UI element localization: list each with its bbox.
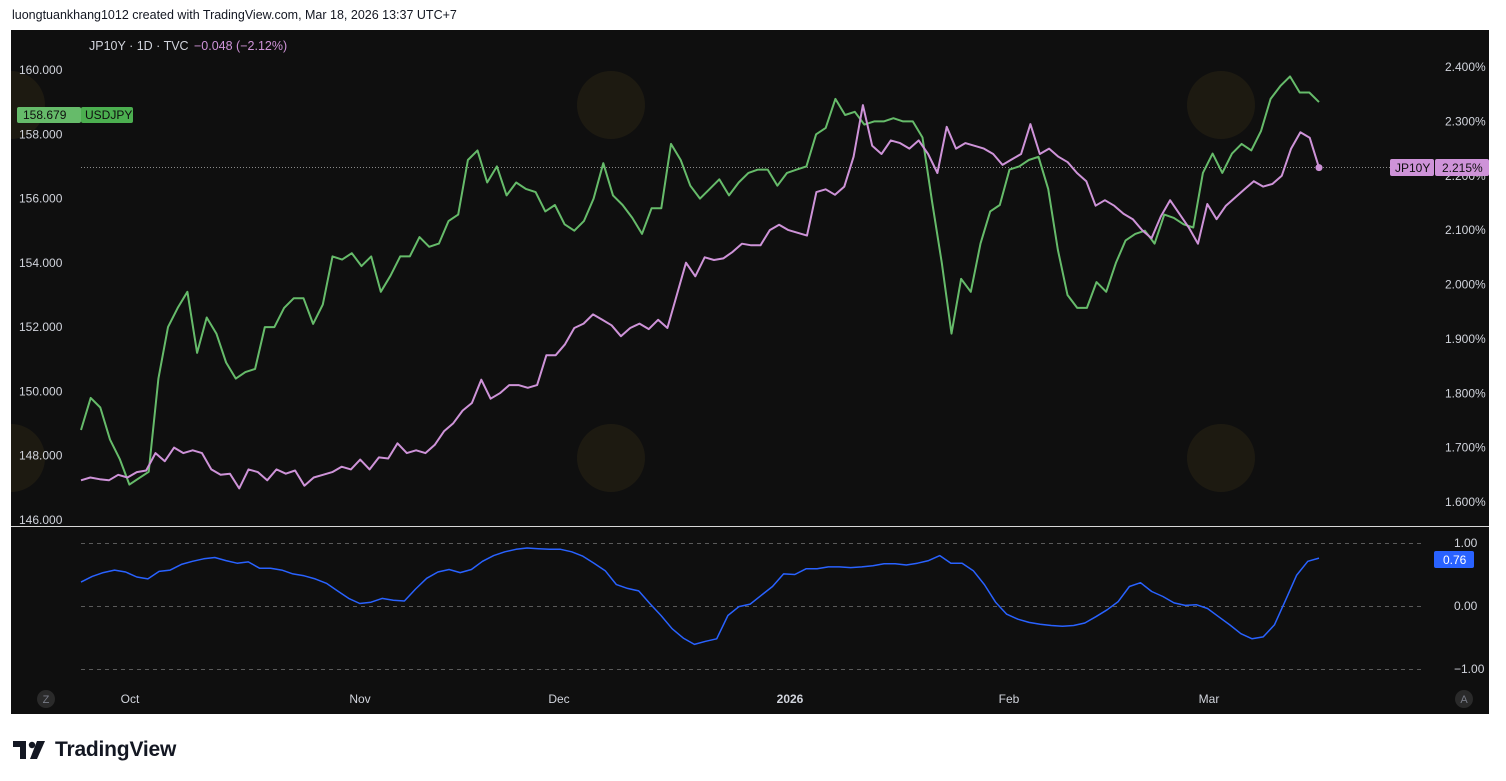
right-axis-tick: 2.400% [1445,60,1486,74]
time-axis-tick: Feb [999,692,1020,706]
correlation-axis-tick: −1.00 [1454,662,1485,676]
auto-scale-right-button[interactable]: A [1455,690,1473,708]
left-axis-tick: 150.000 [19,384,63,398]
left-axis-tick: 146.000 [19,513,63,527]
correlation-series-line[interactable] [80,547,1320,646]
jp10y-badge-label-bg [1390,159,1434,176]
usdjpy-series-line[interactable] [80,75,1320,486]
time-axis-tick: Mar [1199,692,1220,706]
watermark-logo [577,71,645,139]
jp10y-last-point [1315,164,1323,172]
right-axis-tick: 2.100% [1445,223,1486,237]
usdjpy-badge-label: USDJPY [85,108,132,122]
usdjpy-badge-label-bg [81,107,133,123]
time-axis-tick: 2026 [777,692,804,706]
right-axis-tick: 1.600% [1445,495,1486,509]
legend-change-value: −0.048 (−2.12%) [194,39,287,53]
left-axis-tick: 152.000 [19,320,63,334]
right-axis-tick: 2.000% [1445,278,1486,292]
jp10y-badge-label: JP10Y [1395,161,1430,175]
correlation-badge-value: 0.76 [1443,553,1467,567]
time-axis-tick: Oct [121,692,140,706]
jp10y-series-line[interactable] [80,104,1320,490]
right-axis-tick: 1.800% [1445,386,1486,400]
correlation-axis[interactable]: 1.00 0.00 −1.00 [1454,536,1485,676]
legend-symbol-line[interactable]: JP10Y · 1D · TVC [89,39,189,53]
watermark-logo [1187,424,1255,492]
chart-canvas[interactable]: 160.000 158.000 156.000 154.000 152.000 150.0… [11,30,1489,714]
right-axis-tick: 1.700% [1445,441,1486,455]
time-axis-tick: Nov [349,692,370,706]
watermark-logo [11,424,45,492]
chart-frame[interactable]: 160.000 158.000 156.000 154.000 152.000 150.0… [11,30,1489,714]
correlation-axis-tick: 0.00 [1454,599,1478,613]
left-axis-tick: 160.000 [19,63,63,77]
left-axis-tick: 154.000 [19,256,63,270]
usdjpy-price-badge: 158.679 USDJPY [17,107,133,123]
scale-button-label: A [1460,694,1468,706]
usdjpy-badge-value: 158.679 [23,108,67,122]
right-axis-tick: 2.300% [1445,114,1486,128]
chart-credit-line: luongtuankhang1012 created with TradingV… [12,8,457,22]
correlation-badge-bg [1434,551,1474,568]
correlation-value-badge: 0.76 [1434,551,1474,568]
time-axis[interactable]: Oct Nov Dec 2026 Feb Mar [121,692,1220,706]
watermark-logo [1187,71,1255,139]
left-price-axis[interactable]: 160.000 158.000 156.000 154.000 152.000 150.0… [19,63,63,527]
jp10y-price-badge: JP10Y 2.215% [1390,159,1489,176]
scale-button-circle[interactable] [1455,690,1473,708]
series-layer [80,75,1323,646]
jp10y-badge-value: 2.215% [1442,161,1483,175]
right-yield-axis[interactable]: 2.400%2.300%2.200%2.100%2.000%1.900%1.80… [1445,60,1486,509]
time-axis-tick: Dec [548,692,569,706]
correlation-axis-tick: 1.00 [1454,536,1478,550]
jp10y-badge-value-bg [1435,159,1489,176]
left-axis-tick: 156.000 [19,192,63,206]
usdjpy-badge-bg [17,107,81,123]
tradingview-logo-icon [13,741,45,759]
right-axis-tick: 1.900% [1445,332,1486,346]
scale-button-label: Z [43,694,50,706]
watermark-logo [577,424,645,492]
tradingview-logo-text: TradingView [55,738,177,761]
left-axis-tick: 148.000 [19,449,63,463]
scale-button-circle[interactable] [37,690,55,708]
auto-scale-left-button[interactable]: Z [37,690,55,708]
left-axis-tick: 158.000 [19,127,63,141]
tradingview-logo[interactable]: TradingView [13,736,176,764]
